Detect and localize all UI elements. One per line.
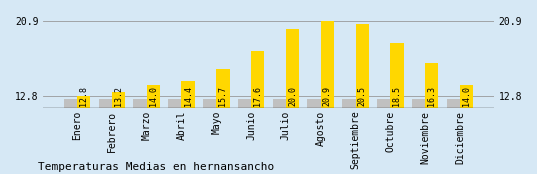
Bar	[447, 99, 460, 108]
Text: 14.4: 14.4	[184, 86, 193, 106]
Text: 14.0: 14.0	[462, 86, 471, 106]
Bar	[64, 99, 77, 108]
Bar	[286, 29, 299, 108]
Bar	[251, 51, 264, 108]
Text: 17.6: 17.6	[253, 86, 262, 106]
Text: 13.2: 13.2	[114, 86, 123, 106]
Bar	[308, 99, 321, 108]
Bar	[112, 92, 125, 108]
Bar	[168, 99, 182, 108]
Bar	[342, 99, 355, 108]
Text: Temperaturas Medias en hernansancho: Temperaturas Medias en hernansancho	[38, 162, 274, 172]
Bar	[321, 21, 334, 108]
Bar	[425, 63, 438, 108]
Text: 20.5: 20.5	[358, 86, 367, 106]
Bar	[77, 96, 90, 108]
Bar	[147, 85, 160, 108]
Text: 16.3: 16.3	[427, 86, 436, 106]
Bar	[216, 69, 229, 108]
Text: 20.9: 20.9	[323, 86, 332, 106]
Bar	[273, 99, 286, 108]
Bar	[377, 99, 390, 108]
Text: 12.8: 12.8	[79, 86, 88, 106]
Text: 15.7: 15.7	[219, 86, 227, 106]
Bar	[182, 81, 195, 108]
Bar	[99, 99, 112, 108]
Text: 20.0: 20.0	[288, 86, 297, 106]
Bar	[412, 99, 425, 108]
Text: 14.0: 14.0	[149, 86, 158, 106]
Bar	[238, 99, 251, 108]
Bar	[355, 24, 369, 108]
Text: 18.5: 18.5	[393, 86, 402, 106]
Bar	[390, 43, 403, 108]
Bar	[460, 85, 473, 108]
Bar	[134, 99, 147, 108]
Bar	[203, 99, 216, 108]
